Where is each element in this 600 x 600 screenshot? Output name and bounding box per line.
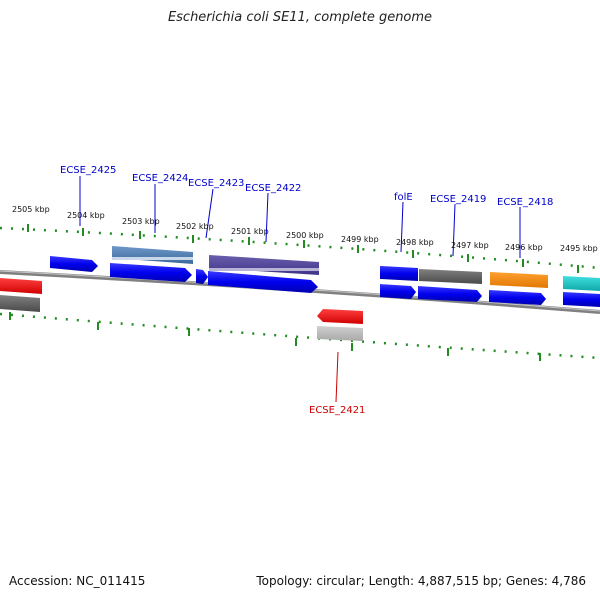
- tick-label: 2501 kbp: [231, 227, 269, 236]
- gene-label: ECSE_2421: [309, 405, 365, 416]
- gene-ecse-2421[interactable]: [317, 309, 363, 324]
- gene-ecse-2423[interactable]: [196, 269, 208, 284]
- gene-label: ECSE_2423: [188, 178, 244, 189]
- tick-label: 2499 kbp: [341, 235, 379, 244]
- gene-edge-blue[interactable]: [563, 292, 600, 307]
- label-leaders: [79, 176, 521, 258]
- gene-ecse-2422[interactable]: [208, 271, 318, 293]
- gene-ecse-2418[interactable]: [489, 290, 546, 305]
- tick-label: 2505 kbp: [12, 205, 50, 214]
- forward-genes[interactable]: [50, 246, 600, 291]
- tick-label: 2500 kbp: [286, 231, 324, 240]
- gene-label: ECSE_2418: [497, 197, 553, 208]
- gene-cyan-feature[interactable]: [563, 276, 600, 291]
- major-ticks: [9, 224, 579, 361]
- gene-ecse-2425[interactable]: [50, 256, 98, 272]
- tick-label: 2496 kbp: [505, 243, 543, 252]
- tick-label: 2498 kbp: [396, 238, 434, 247]
- tick-label: 2502 kbp: [176, 222, 214, 231]
- gene-ecse-2424[interactable]: [110, 263, 192, 282]
- gene-label: ECSE_2424: [132, 173, 188, 184]
- tick-label: 2504 kbp: [67, 211, 105, 220]
- gene-edge-red[interactable]: [0, 278, 42, 294]
- gene-label: ECSE_2425: [60, 165, 116, 176]
- gene-ecse-2421-ortholog[interactable]: [317, 326, 363, 341]
- kbp-labels: 2505 kbp 2504 kbp 2503 kbp 2502 kbp 2501…: [12, 205, 598, 253]
- gene-fole-inner[interactable]: [380, 284, 416, 299]
- map-title: Escherichia coli SE11, complete genome: [167, 10, 433, 25]
- forward-genes-inner[interactable]: [110, 263, 600, 307]
- accession-label: Accession: NC_011415: [9, 574, 146, 588]
- gene-labels: ECSE_2425 ECSE_2424 ECSE_2423 ECSE_2422 …: [60, 165, 553, 416]
- gene-label: ECSE_2419: [430, 194, 486, 205]
- gene-ecse-2424-ortholog[interactable]: [112, 246, 193, 264]
- gene-label: folE: [394, 192, 413, 203]
- gene-edge-gray[interactable]: [0, 295, 40, 312]
- gene-ecse-2420-ortholog[interactable]: [419, 269, 482, 284]
- reverse-tick-ring: [0, 312, 600, 360]
- gene-ecse-2419[interactable]: [418, 286, 482, 302]
- gene-ecse-2422-ortholog[interactable]: [209, 255, 319, 275]
- tick-label: 2497 kbp: [451, 241, 489, 250]
- gene-ecse-2418-ortholog[interactable]: [490, 272, 548, 288]
- label-leader-ecse-2421: [335, 351, 339, 403]
- reverse-genes[interactable]: [0, 278, 363, 341]
- topology-label: Topology: circular; Length: 4,887,515 bp…: [256, 574, 586, 588]
- tick-label: 2495 kbp: [560, 244, 598, 253]
- gene-fole[interactable]: [380, 266, 418, 281]
- tick-label: 2503 kbp: [122, 217, 160, 226]
- forward-tick-ring: [0, 226, 600, 270]
- gene-label: ECSE_2422: [245, 183, 301, 194]
